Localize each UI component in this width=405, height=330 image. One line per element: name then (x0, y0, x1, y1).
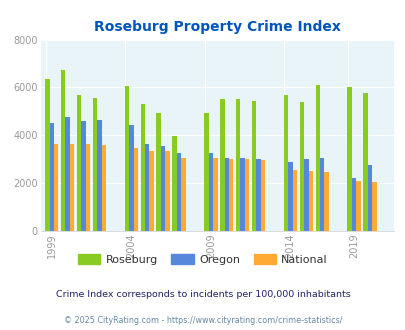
Bar (165, 151, 169, 231)
Bar (70, 144, 74, 231)
Bar (65, 117, 70, 231)
Bar (49, 123, 54, 231)
Bar (283, 95, 288, 231)
Bar (145, 144, 149, 231)
Bar (303, 159, 308, 231)
Bar (129, 124, 133, 231)
Bar (133, 148, 138, 231)
Bar (81, 121, 85, 231)
Bar (54, 144, 58, 231)
Bar (172, 137, 176, 231)
Bar (220, 99, 224, 231)
Bar (160, 146, 165, 231)
Bar (224, 158, 228, 231)
Bar (367, 165, 371, 231)
Bar (228, 159, 233, 231)
Bar (77, 95, 81, 231)
Bar (251, 101, 256, 231)
Legend: Roseburg, Oregon, National: Roseburg, Oregon, National (73, 250, 332, 269)
Bar (356, 181, 360, 231)
Bar (315, 85, 319, 231)
Bar (93, 98, 97, 231)
Bar (260, 160, 264, 231)
Bar (156, 113, 160, 231)
Bar (347, 87, 351, 231)
Bar (240, 158, 244, 231)
Bar (308, 171, 312, 231)
Bar (124, 86, 129, 231)
Bar (45, 79, 49, 231)
Bar (362, 93, 367, 231)
Bar (299, 102, 303, 231)
Bar (85, 144, 90, 231)
Bar (176, 153, 181, 231)
Bar (149, 151, 153, 231)
Title: Roseburg Property Crime Index: Roseburg Property Crime Index (94, 20, 340, 34)
Bar (181, 158, 185, 231)
Bar (371, 182, 376, 231)
Bar (61, 70, 65, 231)
Bar (288, 162, 292, 231)
Bar (244, 159, 249, 231)
Text: © 2025 CityRating.com - https://www.cityrating.com/crime-statistics/: © 2025 CityRating.com - https://www.city… (64, 316, 341, 325)
Bar (319, 158, 324, 231)
Bar (292, 170, 296, 231)
Text: Crime Index corresponds to incidents per 100,000 inhabitants: Crime Index corresponds to incidents per… (55, 290, 350, 299)
Bar (213, 158, 217, 231)
Bar (208, 153, 213, 231)
Bar (101, 145, 106, 231)
Bar (97, 120, 101, 231)
Bar (324, 172, 328, 231)
Bar (256, 159, 260, 231)
Bar (140, 104, 145, 231)
Bar (235, 99, 240, 231)
Bar (204, 113, 208, 231)
Bar (351, 178, 356, 231)
